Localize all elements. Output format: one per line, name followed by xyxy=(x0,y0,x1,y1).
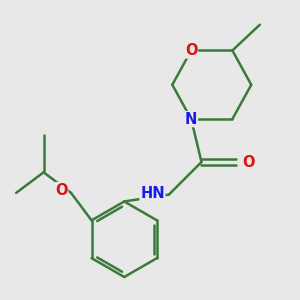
Text: N: N xyxy=(185,112,197,127)
Text: O: O xyxy=(55,183,68,198)
Text: O: O xyxy=(185,43,197,58)
Text: HN: HN xyxy=(140,186,165,201)
Text: O: O xyxy=(243,154,255,169)
